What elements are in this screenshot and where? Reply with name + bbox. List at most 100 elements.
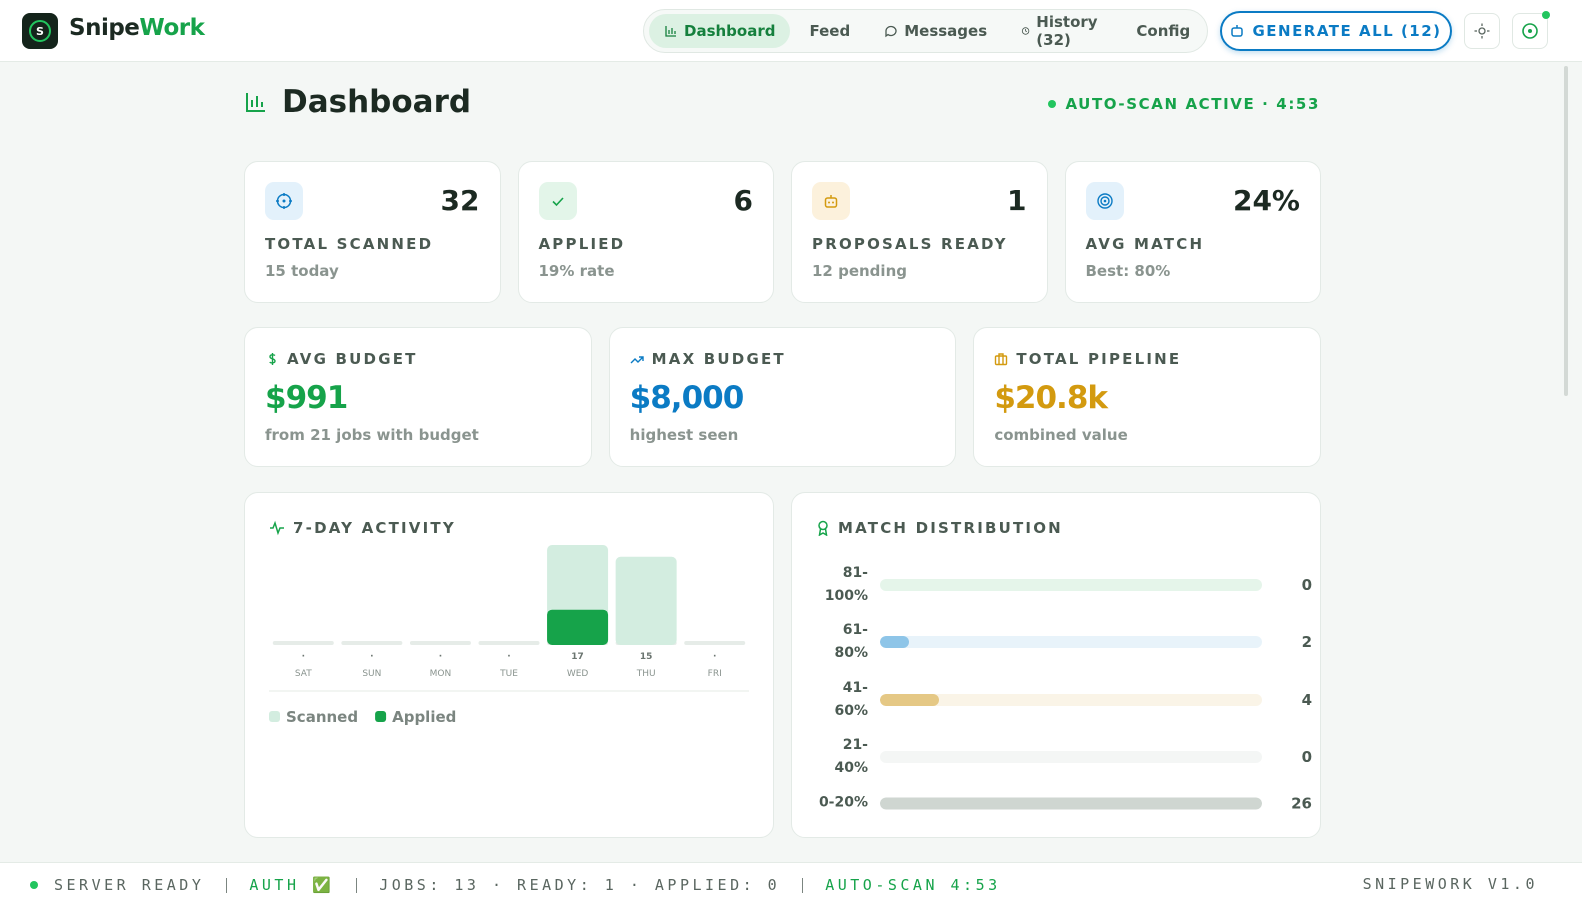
value-label: 15 [640,652,653,662]
budget-value: $8,000 [629,380,745,416]
title-text: Dashboard [282,84,472,120]
activity-card: · SAT · SUN · MON · TUE 17 WED 15 THU · FRI Scanned App… [244,492,774,838]
status-item: AUTO-SCAN 4:53 [825,876,1001,894]
status-dot [1048,100,1057,108]
legend-swatch [375,711,387,722]
range-count: 2 [1301,633,1312,651]
nav-item[interactable]: Config [1121,14,1205,48]
range-label: 0-20% [818,794,868,811]
nav-label: Dashboard [684,22,776,40]
budget-icon [995,353,1008,366]
range-count: 26 [1291,794,1312,812]
bar-track [341,641,403,645]
brand-first: Snipe [69,15,140,41]
online-dot [1542,11,1550,19]
brand: SnipeWork [69,15,205,41]
nav-label: Config [1136,22,1191,40]
bar-track [880,694,1262,706]
status-bar: SERVER READY AUTH ✅ JOBS: 13 · READY: 1 · … [0,862,1582,907]
nav-item[interactable]: Messages [869,14,1002,48]
distribution-row: 61-80% 2 [812,619,1312,665]
award-icon [818,520,828,536]
day-label: SAT [295,669,312,679]
stat-card: 24% AVG MATCH Best: 80% [1064,161,1321,303]
range-label: 21-40% [834,737,868,776]
value-label: · [370,652,373,662]
bar-track [409,641,471,645]
stat-icon-glyph [551,197,564,207]
activity-title-text: 7-DAY ACTIVITY [293,519,456,537]
day-label: TUE [499,669,518,679]
nav-item[interactable]: History (32) [1006,5,1117,57]
budget-card: MAX BUDGET $8,000 highest seen [608,327,957,467]
activity-chart: · SAT · SUN · MON · TUE 17 WED 15 THU · FRI Scanned App… [269,545,749,726]
value-label: · [439,652,442,662]
logo[interactable]: S [22,13,58,49]
budget-card: TOTAL PIPELINE $20.8k combined value [973,327,1321,467]
brand-second: Work [139,15,205,41]
stat-icon-glyph [276,193,292,209]
budget-label: TOTAL PIPELINE [1016,350,1182,368]
distribution-card: MATCH DISTRIBUTION 81-100% 0 61-80% 2 41-60%… [791,492,1321,838]
stat-value: 32 [440,184,480,217]
stat-icon-glyph [1096,193,1113,209]
stat-sub: Best: 80% [1085,262,1171,280]
version: SNIPEWORK V1.0 [1362,875,1538,893]
power-icon [1522,23,1538,39]
scrollbar[interactable] [1564,66,1568,396]
value-label: · [713,652,716,662]
bar-track [880,579,1262,591]
budget-card: AVG BUDGET $991 from 21 jobs with budget [244,327,592,467]
robot-icon [1231,25,1244,37]
budget-value: $20.8k [994,380,1108,416]
page-title: Dashboard [244,84,471,120]
distribution-row: 41-60% 4 [812,677,1312,723]
bar-track [272,641,334,645]
range-label: 61-80% [834,622,868,661]
distribution-row: 21-40% 0 [812,734,1312,780]
stat-value: 1 [1007,184,1027,217]
stat-value: 24% [1232,184,1300,217]
distribution-title: MATCH DISTRIBUTION [816,519,1063,537]
activity-title: 7-DAY ACTIVITY [269,519,456,537]
applied-bar [547,609,609,645]
range-bar [880,694,939,706]
distribution-row: 0-20% 26 [812,792,1312,815]
range-bar [880,797,1262,809]
nav-label: Feed [809,22,851,40]
power-button[interactable] [1512,11,1550,49]
budget-label: MAX BUDGET [651,350,786,368]
budget-sub: highest seen [629,426,739,444]
budget-label-row: TOTAL PIPELINE [994,350,1181,368]
status-text: AUTO-SCAN ACTIVE · 4:53 [1065,95,1320,113]
nav-item[interactable]: Dashboard [649,14,791,48]
budget-icon [630,356,644,364]
legend-label: Applied [392,708,456,726]
bar-track [880,797,1262,809]
budget-cards: AVG BUDGET $991 from 21 jobs with budget MA… [244,327,1321,467]
stat-cards: 32 TOTAL SCANNED 15 today 6 APPLIED 19% rate 1… [244,161,1321,303]
range-label: 41-60% [834,680,868,719]
nav-item[interactable]: Feed [794,14,865,48]
stat-value: 6 [733,184,753,217]
range-count: 4 [1301,691,1312,709]
stat-label: AVG MATCH [1085,235,1205,253]
bar-track [880,751,1262,763]
status-item: AUTH ✅ [249,876,335,894]
legend-label: Scanned [286,708,358,726]
scanned-bar [615,556,677,645]
nav-icon [665,26,676,37]
budget-sub: from 21 jobs with budget [265,426,479,444]
generate-button[interactable]: GENERATE ALL (12) [1220,11,1452,51]
value-label: · [302,652,305,662]
chart-icon [246,93,265,112]
stat-sub: 19% rate [538,262,615,280]
pulse-icon [270,520,284,536]
range-count: 0 [1301,748,1312,766]
theme-toggle[interactable] [1464,13,1500,49]
stat-icon [812,182,850,220]
budget-value: $991 [265,380,348,416]
status-item: SERVER READY [54,876,205,894]
logo-mark: S [29,20,51,42]
